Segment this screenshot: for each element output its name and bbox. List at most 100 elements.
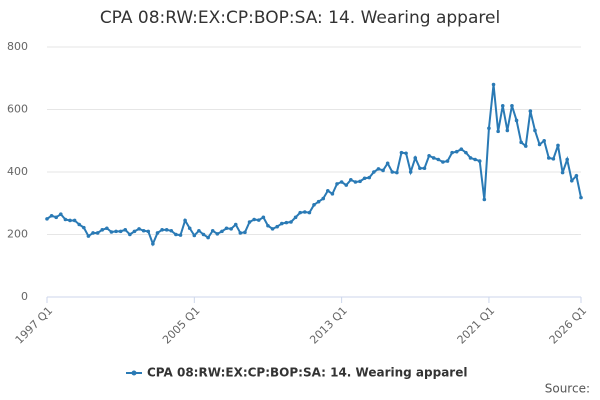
point bbox=[477, 159, 482, 163]
point bbox=[72, 218, 77, 223]
point bbox=[505, 128, 510, 133]
source: Source: bbox=[545, 382, 590, 396]
point bbox=[376, 167, 381, 171]
point bbox=[533, 128, 537, 133]
point bbox=[141, 228, 146, 233]
point bbox=[404, 151, 408, 156]
point bbox=[220, 229, 224, 234]
y-tick-label: 200 bbox=[7, 228, 28, 241]
x-tick-label: 2026 Q1 bbox=[547, 304, 590, 347]
point bbox=[256, 218, 261, 222]
point bbox=[206, 235, 210, 240]
y-tick-label: 800 bbox=[7, 40, 28, 53]
point bbox=[321, 196, 326, 201]
point bbox=[261, 215, 266, 220]
point bbox=[86, 234, 91, 238]
point bbox=[353, 180, 358, 184]
point bbox=[523, 144, 528, 148]
point bbox=[385, 161, 390, 166]
y-tick-label: 600 bbox=[7, 103, 28, 116]
point bbox=[316, 199, 321, 204]
point bbox=[229, 227, 233, 231]
point bbox=[266, 223, 270, 228]
point bbox=[146, 229, 151, 234]
point bbox=[123, 228, 128, 232]
point bbox=[169, 228, 174, 233]
point bbox=[178, 233, 183, 237]
point bbox=[105, 226, 109, 231]
point bbox=[427, 153, 431, 158]
y-tick-label: 0 bbox=[21, 290, 28, 303]
point bbox=[201, 232, 206, 237]
point bbox=[100, 228, 105, 232]
point bbox=[445, 159, 450, 163]
point bbox=[118, 229, 123, 234]
point bbox=[560, 170, 565, 175]
point bbox=[174, 232, 178, 237]
point bbox=[574, 173, 579, 178]
point bbox=[298, 210, 302, 215]
point bbox=[109, 230, 114, 234]
point bbox=[482, 197, 487, 202]
point bbox=[528, 109, 533, 113]
legend-label: CPA 08:RW:EX:CP:BOP:SA: 14. Wearing appa… bbox=[147, 366, 467, 380]
point bbox=[441, 160, 445, 164]
point bbox=[362, 176, 367, 181]
x-tick-label: 2013 Q1 bbox=[307, 304, 350, 347]
point bbox=[224, 226, 229, 231]
point bbox=[243, 230, 247, 235]
point bbox=[367, 175, 372, 180]
point bbox=[49, 213, 54, 218]
point bbox=[128, 232, 132, 237]
point bbox=[372, 170, 376, 174]
point bbox=[233, 222, 238, 227]
point bbox=[413, 156, 418, 160]
point bbox=[82, 225, 86, 230]
point bbox=[293, 215, 298, 220]
point bbox=[197, 228, 201, 233]
point bbox=[155, 231, 160, 235]
point bbox=[252, 217, 256, 222]
point bbox=[349, 178, 353, 182]
point bbox=[54, 215, 59, 220]
point bbox=[565, 157, 569, 162]
point bbox=[91, 231, 95, 235]
point bbox=[450, 150, 454, 155]
point bbox=[473, 157, 477, 162]
point bbox=[408, 170, 413, 174]
point bbox=[339, 180, 344, 184]
point bbox=[510, 103, 514, 108]
point bbox=[358, 179, 362, 184]
point bbox=[395, 170, 399, 175]
point bbox=[164, 228, 169, 232]
point bbox=[137, 227, 141, 231]
legend-marker bbox=[131, 370, 137, 376]
point bbox=[519, 140, 523, 145]
series-line bbox=[46, 84, 582, 247]
x-tick-label: 2005 Q1 bbox=[160, 304, 203, 347]
point bbox=[335, 182, 339, 186]
point bbox=[275, 224, 279, 229]
point bbox=[454, 149, 459, 154]
point bbox=[151, 242, 155, 246]
point bbox=[210, 228, 215, 233]
point bbox=[556, 143, 560, 148]
point bbox=[238, 231, 243, 235]
point bbox=[183, 218, 187, 223]
x-tick-label: 1997 Q1 bbox=[13, 304, 56, 347]
point bbox=[381, 168, 385, 173]
point bbox=[569, 178, 574, 183]
point bbox=[95, 231, 100, 235]
point bbox=[302, 210, 307, 214]
chart-title: CPA 08:RW:EX:CP:BOP:SA: 14. Wearing appa… bbox=[100, 8, 500, 28]
point bbox=[537, 142, 542, 147]
y-tick-label: 400 bbox=[7, 165, 28, 178]
point bbox=[496, 129, 500, 134]
point bbox=[579, 195, 583, 200]
point bbox=[546, 156, 551, 160]
point bbox=[330, 192, 335, 196]
point bbox=[307, 210, 312, 215]
point bbox=[551, 157, 556, 161]
point bbox=[77, 222, 82, 227]
